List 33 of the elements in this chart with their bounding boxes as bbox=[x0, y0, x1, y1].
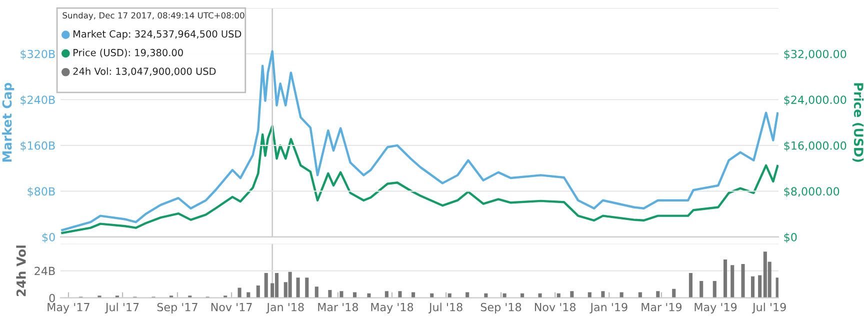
y2-tick-label: $0 bbox=[784, 232, 797, 243]
y2-tick-label: $32,000.00 bbox=[784, 50, 846, 60]
x-tick-label: Mar '19 bbox=[642, 302, 682, 312]
x-tick-label: May '18 bbox=[371, 302, 414, 314]
y2-tick-label: $24,000.00 bbox=[784, 95, 846, 106]
x-tick-label: Sep '17 bbox=[157, 302, 198, 314]
x-tick-label: Nov '18 bbox=[534, 302, 576, 312]
y-tick-label: $80B bbox=[28, 186, 55, 198]
y-tick-label: $160B bbox=[20, 141, 55, 152]
y-tick-label: $240B bbox=[20, 95, 55, 106]
x-tick-label: May '17 bbox=[48, 303, 90, 314]
y-tick-label: 0 bbox=[49, 294, 55, 302]
annotation: 24h Vol: 13,047,900,000 USD bbox=[73, 67, 216, 76]
y-tick-label: $0 bbox=[42, 232, 55, 243]
y-tick-label: $320B bbox=[20, 50, 55, 60]
y2-tick-label: $8,000.00 bbox=[784, 186, 840, 198]
y-tick-label: 24B bbox=[34, 266, 55, 276]
y2-axis-title: Price (USD) bbox=[852, 83, 864, 162]
x-tick-label: Jul '17 bbox=[104, 302, 139, 314]
x-tick-label: Nov '17 bbox=[211, 303, 252, 312]
y-axis-title: Market Cap bbox=[2, 82, 14, 162]
y-axis-title: 24h Vol bbox=[16, 246, 26, 296]
x-tick-label: Jul '18 bbox=[428, 302, 462, 314]
annotation: Sunday, Dec 17 2017, 08:49:14 UTC+08:00 bbox=[62, 12, 244, 20]
x-tick-label: Jan '19 bbox=[590, 302, 628, 314]
x-tick-label: Sep '18 bbox=[480, 302, 522, 314]
annotation: Price (USD): 19,380.00 bbox=[74, 48, 183, 58]
x-tick-label: Jan '18 bbox=[266, 302, 304, 314]
x-tick-label: May '19 bbox=[694, 302, 737, 314]
y2-tick-label: $16,000.00 bbox=[784, 141, 846, 152]
annotation: Market Cap: 324,537,964,500 USD bbox=[74, 30, 242, 40]
x-tick-label: Jul '19 bbox=[752, 302, 786, 314]
x-tick-label: Mar '18 bbox=[318, 302, 358, 312]
